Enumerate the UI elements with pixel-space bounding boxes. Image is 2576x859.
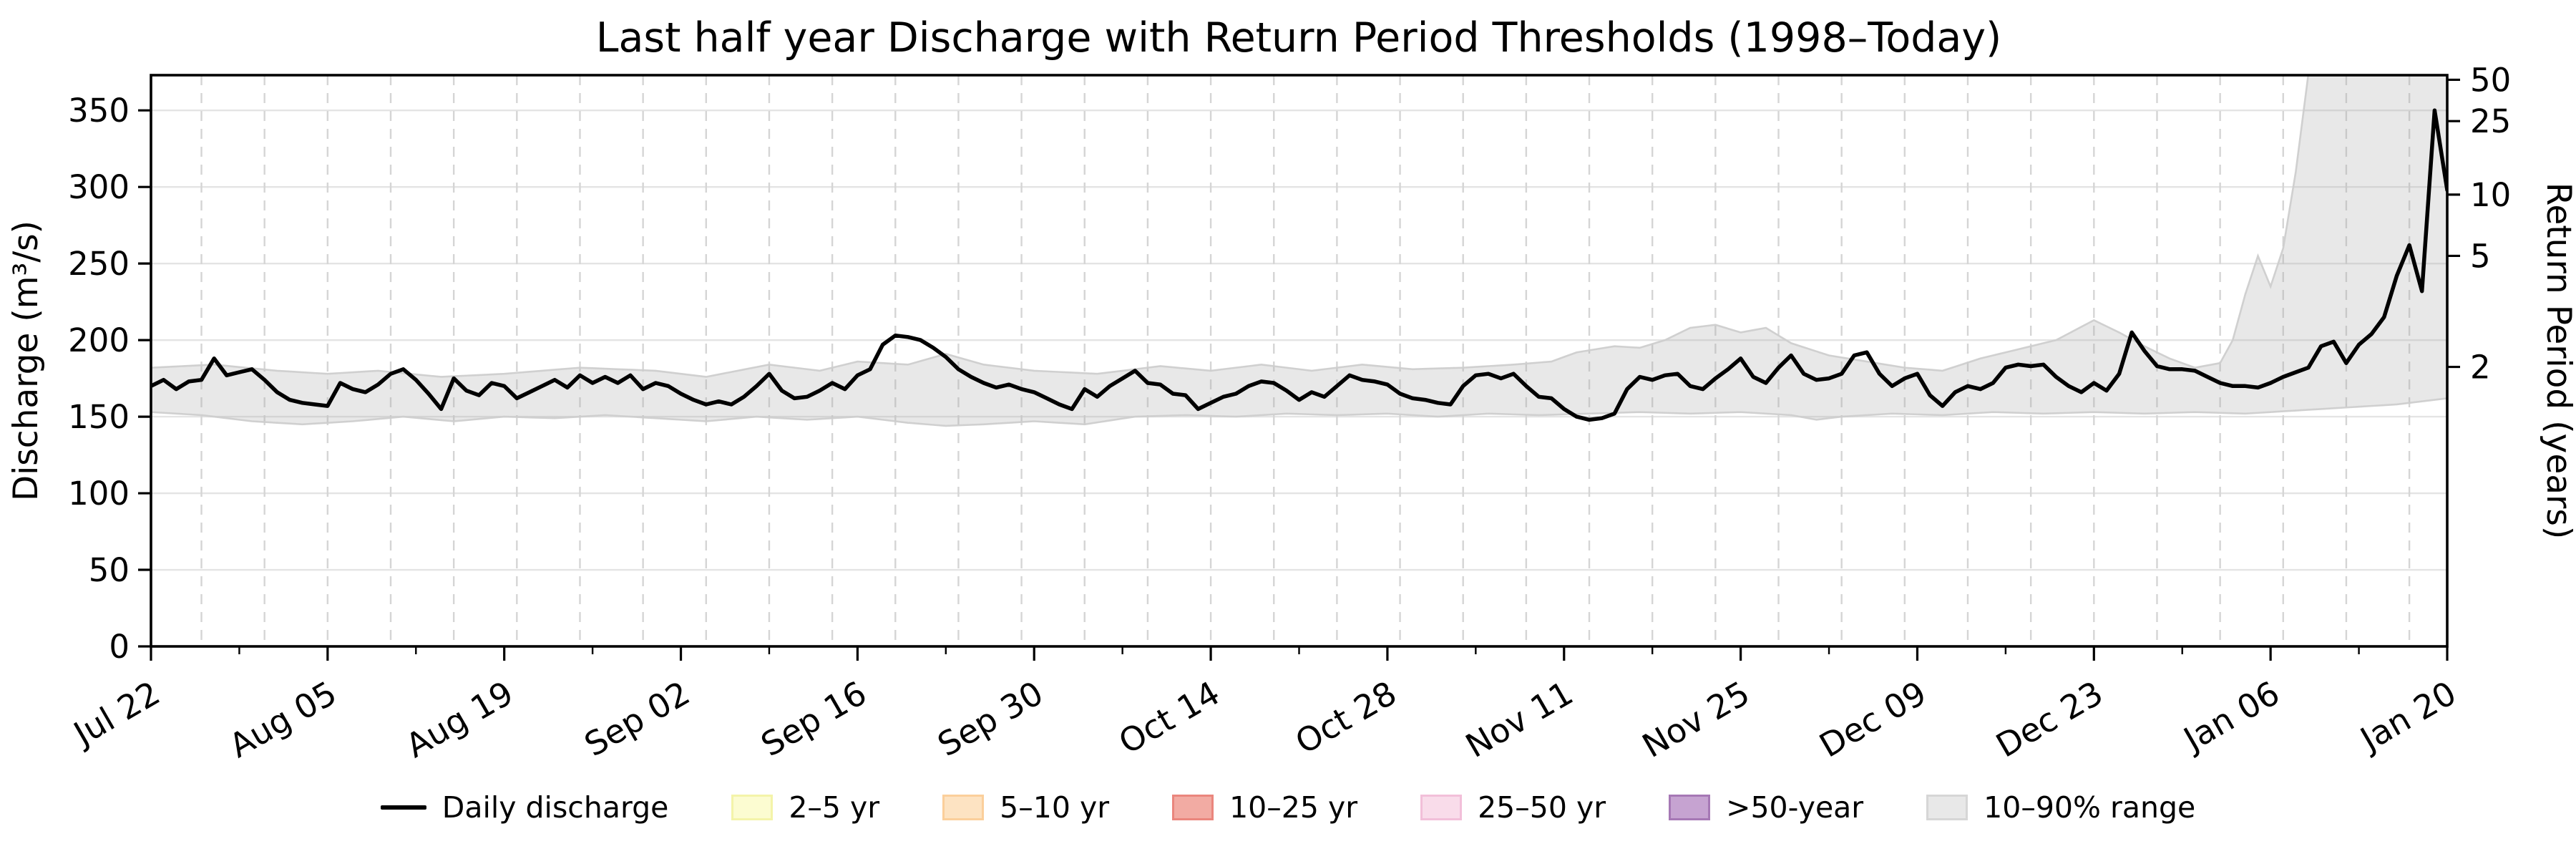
y-left-tick-label: 150	[68, 398, 130, 436]
chart-title: Last half year Discharge with Return Per…	[596, 14, 2002, 62]
x-tick-label: Sep 30	[931, 674, 1049, 765]
y-left-tick-label: 350	[68, 92, 130, 130]
legend-item: Daily discharge	[380, 790, 669, 825]
x-tick-label: Aug 19	[399, 674, 519, 765]
grid-layer	[151, 75, 2447, 648]
legend-item: 2–5 yr	[731, 790, 879, 825]
x-tick-label: Sep 02	[578, 674, 696, 765]
legend-item: 25–50 yr	[1420, 790, 1606, 825]
y-right-tick-label: 50	[2470, 61, 2511, 99]
daily-discharge-line	[151, 108, 2447, 422]
x-tick-label: Nov 11	[1459, 674, 1579, 765]
legend-label: 10–25 yr	[1229, 790, 1358, 825]
y-left-tick-label: 300	[68, 168, 130, 206]
legend-patch-swatch	[942, 795, 985, 820]
legend-item: 10–25 yr	[1172, 790, 1357, 825]
y-left-tick-label: 50	[89, 551, 130, 589]
x-tick-label: Aug 05	[223, 674, 343, 765]
x-tick-label: Jan 20	[2352, 674, 2462, 759]
y-right-axis-label: Return Period (years)	[2539, 183, 2576, 539]
x-tick-label: Jul 22	[65, 674, 166, 754]
legend-label: 10–90% range	[1984, 790, 2196, 825]
legend-label: >50-year	[1726, 790, 1864, 825]
legend-item: 5–10 yr	[942, 790, 1109, 825]
legend-patch-swatch	[731, 795, 774, 820]
x-tick-label: Jan 06	[2175, 674, 2285, 759]
y-right-tick-label: 25	[2470, 102, 2511, 140]
legend-patch-swatch	[1926, 795, 1968, 820]
x-tick-label: Sep 16	[754, 674, 872, 765]
x-tick-label: Oct 28	[1289, 674, 1402, 762]
uncertainty-band-layer	[151, 75, 2447, 427]
band-lower-edge	[151, 397, 2447, 427]
x-tick-label: Oct 14	[1112, 674, 1226, 762]
y-left-tick-label: 100	[68, 475, 130, 513]
legend-label: 5–10 yr	[1000, 790, 1110, 825]
legend-item: >50-year	[1669, 790, 1863, 825]
x-tick-label: Nov 25	[1636, 674, 1756, 765]
y-right-tick-label: 10	[2470, 176, 2511, 214]
legend-patch-swatch	[1669, 795, 1711, 820]
legend-label: 25–50 yr	[1478, 790, 1606, 825]
legend-label: 2–5 yr	[789, 790, 880, 825]
y-left-tick-label: 0	[109, 628, 130, 666]
legend-label: Daily discharge	[441, 790, 669, 825]
discharge-line-layer	[151, 108, 2447, 422]
legend-patch-swatch	[1420, 795, 1463, 820]
band-upper-edge	[151, 75, 2310, 378]
y-right-tick-label: 2	[2470, 349, 2491, 387]
y-left-axis-label: Discharge (m³/s)	[6, 220, 46, 501]
percentile-band	[151, 75, 2447, 426]
legend-patch-swatch	[1172, 795, 1214, 820]
x-tick-label: Dec 23	[1989, 674, 2109, 765]
legend-item: 10–90% range	[1926, 790, 2195, 825]
x-tick-label: Dec 09	[1813, 674, 1933, 765]
y-right-tick-label: 5	[2470, 237, 2491, 275]
y-left-tick-label: 250	[68, 245, 130, 283]
legend-line-swatch	[380, 805, 426, 810]
chart-legend: Daily discharge 2–5 yr 5–10 yr 10–25 yr 25–5…	[0, 779, 2576, 836]
y-left-tick-label: 200	[68, 321, 130, 359]
